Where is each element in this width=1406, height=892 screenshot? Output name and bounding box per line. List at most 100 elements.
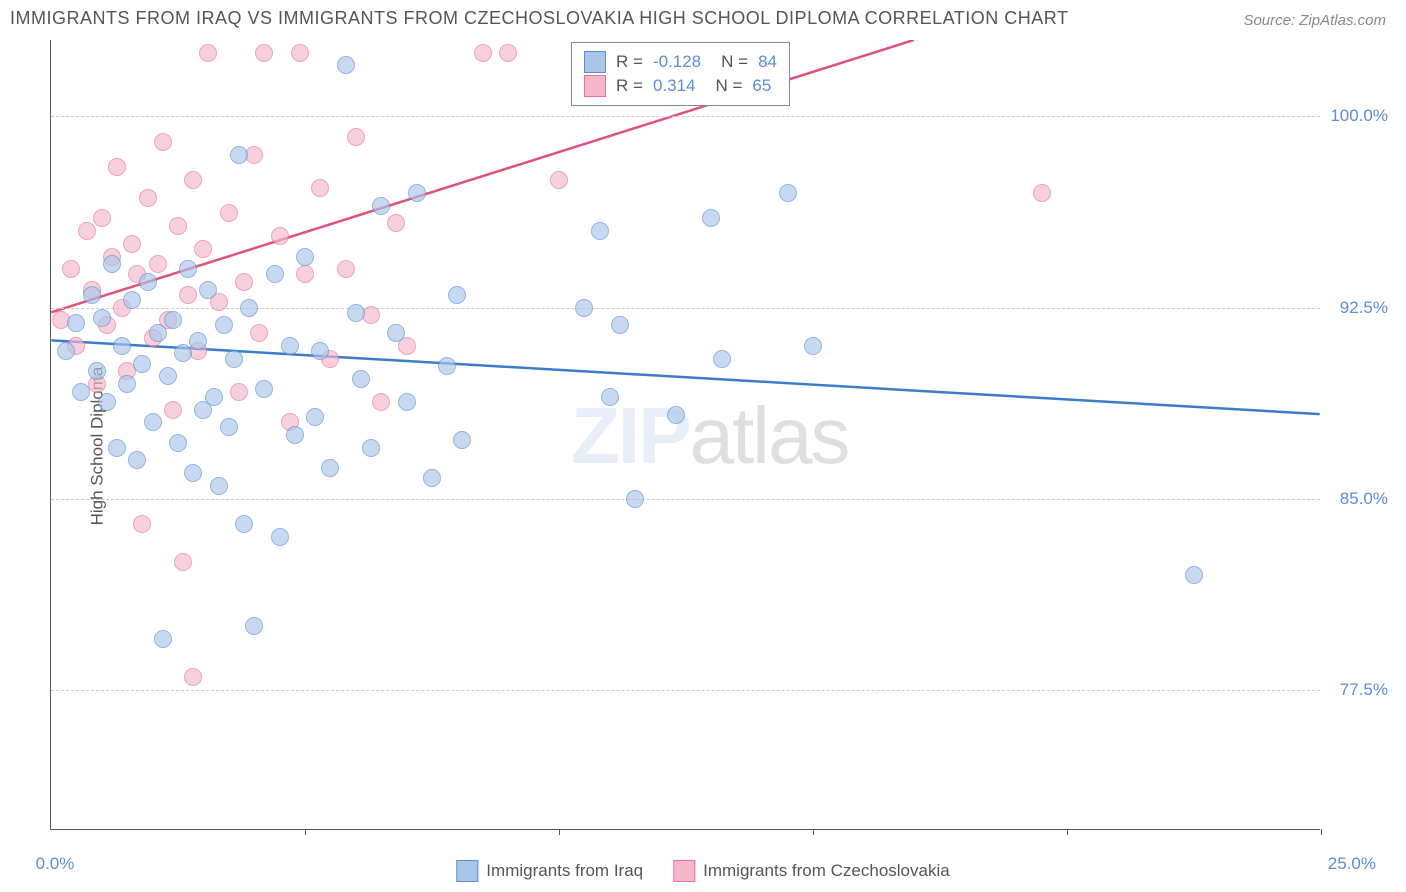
scatter-point-series1 — [128, 451, 146, 469]
scatter-point-series1 — [713, 350, 731, 368]
scatter-point-series1 — [387, 324, 405, 342]
scatter-point-series2 — [474, 44, 492, 62]
scatter-point-series1 — [174, 344, 192, 362]
scatter-point-series1 — [108, 439, 126, 457]
scatter-point-series1 — [626, 490, 644, 508]
scatter-point-series1 — [205, 388, 223, 406]
scatter-point-series1 — [199, 281, 217, 299]
scatter-point-series2 — [93, 209, 111, 227]
scatter-point-series1 — [453, 431, 471, 449]
scatter-point-series2 — [235, 273, 253, 291]
scatter-point-series1 — [306, 408, 324, 426]
scatter-point-series1 — [779, 184, 797, 202]
stats-swatch — [584, 51, 606, 73]
scatter-point-series1 — [408, 184, 426, 202]
scatter-point-series1 — [123, 291, 141, 309]
scatter-point-series1 — [220, 418, 238, 436]
scatter-point-series2 — [199, 44, 217, 62]
stats-r-value: -0.128 — [653, 52, 701, 72]
scatter-point-series2 — [108, 158, 126, 176]
plot-area: ZIPatlas R = -0.128N = 84R = 0.314N = 65 — [50, 40, 1320, 830]
source-attribution: Source: ZipAtlas.com — [1243, 12, 1386, 29]
scatter-point-series1 — [210, 477, 228, 495]
scatter-point-series1 — [113, 337, 131, 355]
scatter-point-series1 — [321, 459, 339, 477]
y-tick-label: 77.5% — [1340, 680, 1388, 700]
x-axis-max-label: 25.0% — [1328, 854, 1376, 874]
scatter-point-series1 — [372, 197, 390, 215]
scatter-point-series1 — [154, 630, 172, 648]
scatter-point-series2 — [149, 255, 167, 273]
legend-swatch — [673, 860, 695, 882]
scatter-point-series2 — [311, 179, 329, 197]
scatter-point-series2 — [123, 235, 141, 253]
scatter-point-series2 — [133, 515, 151, 533]
scatter-point-series1 — [159, 367, 177, 385]
scatter-point-series2 — [362, 306, 380, 324]
scatter-point-series1 — [362, 439, 380, 457]
scatter-point-series2 — [230, 383, 248, 401]
gridline — [51, 690, 1320, 691]
scatter-point-series2 — [174, 553, 192, 571]
scatter-point-series1 — [286, 426, 304, 444]
x-tick — [1321, 829, 1322, 835]
scatter-point-series1 — [67, 314, 85, 332]
scatter-point-series2 — [291, 44, 309, 62]
scatter-point-series2 — [337, 260, 355, 278]
stats-n-value: 65 — [752, 76, 771, 96]
scatter-point-series2 — [194, 240, 212, 258]
stats-r-label: R = — [616, 52, 643, 72]
scatter-point-series1 — [225, 350, 243, 368]
legend-label: Immigrants from Iraq — [486, 861, 643, 881]
scatter-point-series1 — [93, 309, 111, 327]
x-tick — [1067, 829, 1068, 835]
scatter-point-series1 — [133, 355, 151, 373]
scatter-point-series2 — [169, 217, 187, 235]
scatter-point-series2 — [271, 227, 289, 245]
y-tick-label: 92.5% — [1340, 298, 1388, 318]
stats-n-value: 84 — [758, 52, 777, 72]
scatter-point-series1 — [423, 469, 441, 487]
x-tick — [559, 829, 560, 835]
scatter-point-series1 — [352, 370, 370, 388]
x-tick — [813, 829, 814, 835]
scatter-point-series1 — [169, 434, 187, 452]
scatter-point-series2 — [1033, 184, 1051, 202]
scatter-point-series2 — [179, 286, 197, 304]
chart-title: IMMIGRANTS FROM IRAQ VS IMMIGRANTS FROM … — [10, 8, 1068, 29]
scatter-point-series1 — [611, 316, 629, 334]
scatter-point-series2 — [255, 44, 273, 62]
scatter-point-series2 — [296, 265, 314, 283]
scatter-point-series1 — [72, 383, 90, 401]
scatter-point-series2 — [62, 260, 80, 278]
stats-n-label: N = — [721, 52, 748, 72]
scatter-point-series1 — [118, 375, 136, 393]
scatter-point-series1 — [255, 380, 273, 398]
scatter-point-series2 — [372, 393, 390, 411]
scatter-point-series2 — [184, 668, 202, 686]
legend-swatch — [456, 860, 478, 882]
scatter-point-series2 — [387, 214, 405, 232]
scatter-point-series1 — [311, 342, 329, 360]
y-tick-label: 100.0% — [1330, 106, 1388, 126]
scatter-point-series1 — [103, 255, 121, 273]
x-axis-min-label: 0.0% — [36, 854, 75, 874]
scatter-point-series1 — [804, 337, 822, 355]
scatter-point-series2 — [250, 324, 268, 342]
scatter-point-series1 — [337, 56, 355, 74]
scatter-point-series2 — [164, 401, 182, 419]
scatter-point-series1 — [184, 464, 202, 482]
scatter-point-series1 — [215, 316, 233, 334]
stats-r-value: 0.314 — [653, 76, 696, 96]
scatter-point-series1 — [149, 324, 167, 342]
bottom-legend: Immigrants from IraqImmigrants from Czec… — [456, 860, 949, 882]
stats-row: R = -0.128 N = 84 — [584, 51, 777, 73]
scatter-point-series1 — [230, 146, 248, 164]
scatter-point-series1 — [240, 299, 258, 317]
scatter-point-series2 — [154, 133, 172, 151]
scatter-point-series2 — [139, 189, 157, 207]
scatter-point-series1 — [98, 393, 116, 411]
scatter-point-series1 — [164, 311, 182, 329]
scatter-point-series1 — [271, 528, 289, 546]
scatter-point-series1 — [83, 286, 101, 304]
